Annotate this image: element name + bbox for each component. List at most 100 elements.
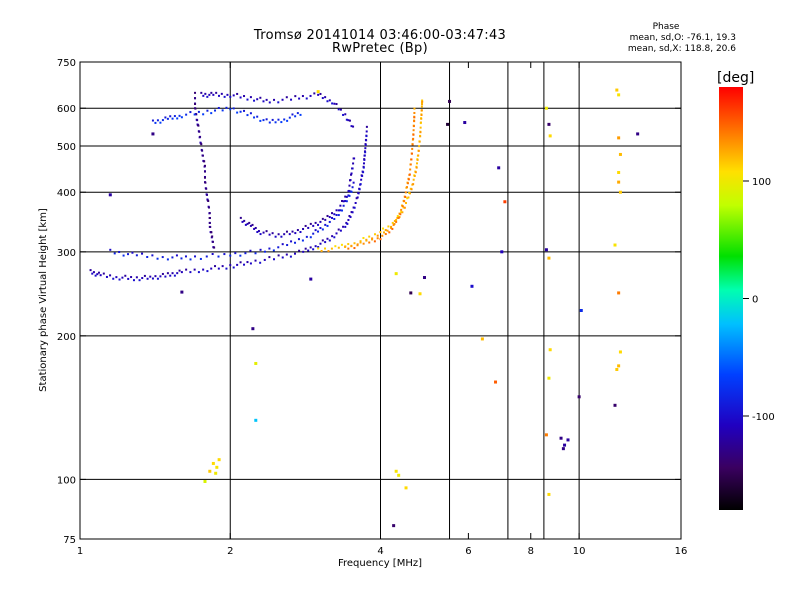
- trace-point-X: [408, 192, 411, 195]
- trace-point-patch: [347, 189, 350, 192]
- trace-point-top: [335, 103, 338, 106]
- trace-point-X-band: [368, 241, 371, 244]
- trace-point-X-band: [412, 125, 415, 128]
- trace-point-upper-band: [232, 107, 235, 110]
- trace-point-O-band: [229, 254, 232, 257]
- trace-point-X: [393, 222, 396, 225]
- trace-point-O: [314, 245, 317, 248]
- trace-point-O: [298, 249, 301, 252]
- trace-point-column: [194, 102, 197, 105]
- trace-point-patch: [251, 223, 254, 226]
- scatter-point: [613, 243, 617, 247]
- trace-point-O: [350, 211, 353, 214]
- trace-point-O: [166, 272, 169, 275]
- scatter-point: [254, 418, 258, 422]
- trace-point-top: [259, 96, 262, 99]
- trace-point-O-band: [175, 254, 178, 257]
- trace-point-X-band: [350, 244, 353, 247]
- trace-point-X: [376, 234, 379, 237]
- trace-point-O-band: [211, 253, 214, 256]
- trace-point-X: [371, 237, 374, 240]
- trace-point-X: [416, 158, 419, 161]
- trace-point-upper-band: [189, 111, 192, 114]
- trace-point-column: [213, 246, 216, 249]
- trace-point-patch: [312, 224, 315, 227]
- trace-point-top: [246, 98, 249, 101]
- trace-point-O: [161, 272, 164, 275]
- trace-point-X-band: [381, 234, 384, 237]
- scatter-point: [497, 166, 501, 170]
- trace-point-patch: [244, 223, 247, 226]
- trace-point-top: [268, 101, 271, 104]
- trace-point-O: [185, 268, 188, 271]
- trace-point-X-band: [379, 238, 382, 241]
- trace-point-X: [395, 218, 398, 221]
- trace-point-O: [149, 275, 152, 278]
- trace-point-column: [198, 130, 201, 133]
- x-tick-label: 2: [227, 546, 233, 557]
- scatter-point: [446, 122, 450, 126]
- trace-point-O: [217, 267, 220, 270]
- chart-title: Tromsø 20141014 03:46:00-03:47:43: [253, 28, 507, 43]
- trace-point-X-band: [362, 242, 365, 245]
- trace-point-column: [199, 135, 202, 138]
- scatter-point: [494, 380, 498, 384]
- trace-point-X: [420, 101, 423, 104]
- trace-point-X: [353, 242, 356, 245]
- trace-point-upper-band: [206, 109, 209, 112]
- trace-point-X-band: [353, 247, 356, 250]
- trace-point-upper-band: [169, 115, 172, 118]
- trace-point-X: [410, 188, 413, 191]
- scatter-point: [404, 486, 408, 490]
- trace-point-O: [156, 277, 159, 280]
- trace-point-X-band: [373, 240, 376, 243]
- trace-point-top: [317, 93, 320, 96]
- trace-point-O-band: [135, 254, 138, 257]
- trace-point-patch: [283, 233, 286, 236]
- trace-point-top: [273, 98, 276, 101]
- trace-point-X: [327, 250, 330, 253]
- trace-point-patch: [350, 173, 353, 176]
- scatter-point: [108, 193, 112, 197]
- trace-point-patch: [239, 216, 242, 219]
- trace-point-O: [312, 248, 315, 251]
- trace-point-column: [195, 113, 198, 116]
- trace-point-patch: [342, 200, 345, 203]
- trace-point-top: [200, 91, 203, 94]
- trace-point-O-band: [305, 235, 308, 238]
- trace-point-O: [259, 261, 262, 264]
- trace-point-O-band: [333, 217, 336, 220]
- trace-point-upper-band: [271, 118, 274, 121]
- trace-point-upper-band: [171, 117, 174, 120]
- trace-point-top: [328, 99, 331, 102]
- trace-point-X: [330, 247, 333, 250]
- trace-point-O-band: [309, 236, 312, 239]
- trace-point-X: [347, 243, 350, 246]
- trace-point-O-band: [151, 254, 154, 257]
- trace-point-O: [277, 254, 280, 257]
- trace-point-upper-band: [221, 109, 224, 112]
- trace-point-top: [324, 96, 327, 99]
- trace-point-X: [420, 109, 423, 112]
- trace-point-X-band: [409, 163, 412, 166]
- phase-stats: Phase mean, sd,O: -76.1, 19.3 mean, sd,X…: [596, 22, 736, 55]
- trace-point-patch: [262, 231, 265, 234]
- trace-point-O: [146, 277, 149, 280]
- trace-point-X-band: [412, 137, 415, 140]
- trace-point-X-band: [411, 147, 414, 150]
- scatter-point: [615, 367, 619, 371]
- trace-point-O: [225, 267, 228, 270]
- scatter-point: [316, 90, 320, 94]
- scatter-point: [547, 122, 551, 126]
- trace-point-O: [324, 241, 327, 244]
- trace-point-upper-band: [286, 119, 289, 122]
- trace-point-O: [92, 271, 95, 274]
- trace-point-O-band: [352, 181, 355, 184]
- trace-point-X: [324, 247, 327, 250]
- trace-point-upper-band: [161, 119, 164, 122]
- trace-point-top: [208, 93, 211, 96]
- trace-point-O: [333, 236, 336, 239]
- trace-point-top: [212, 93, 215, 96]
- trace-point-X: [334, 245, 337, 248]
- scatter-point: [617, 291, 621, 295]
